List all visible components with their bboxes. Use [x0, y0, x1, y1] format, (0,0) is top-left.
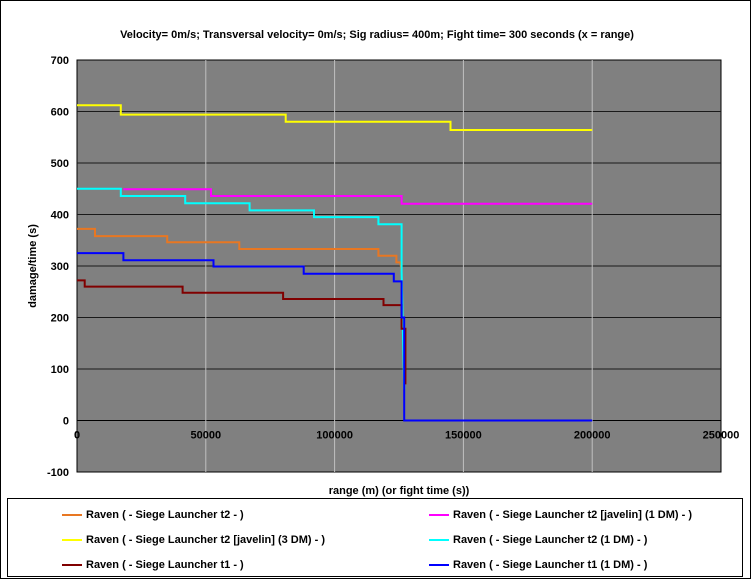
series-line-4	[77, 279, 407, 385]
legend-swatch	[62, 514, 82, 516]
series-line-2	[77, 104, 593, 131]
y-tick-label: 500	[51, 158, 69, 170]
chart-title: Velocity= 0m/s; Transversal velocity= 0m…	[120, 29, 634, 41]
x-tick-label: 50000	[191, 430, 222, 442]
x-tick-label: 100000	[316, 430, 353, 442]
legend-item: Raven ( - Siege Launcher t2 - )	[62, 507, 244, 523]
series-line-0	[77, 227, 403, 272]
y-tick-label: -100	[47, 467, 69, 479]
axes-layer: -100 0 100 200 300 400 500 600 700 0 50000 100000 15…	[47, 55, 739, 479]
y-tick-label: 700	[51, 55, 69, 67]
x-tick-label: 150000	[445, 430, 482, 442]
series-line-5	[77, 252, 593, 422]
y-tick-label: 0	[63, 416, 69, 428]
plot-area	[76, 59, 722, 473]
series-line-3	[77, 187, 406, 390]
x-axis-label: range (m) (or fight time (s))	[329, 485, 470, 497]
y-tick-label: 100	[51, 364, 69, 376]
legend-item: Raven ( - Siege Launcher t2 [javelin] (1…	[429, 507, 692, 523]
y-tick-label: 300	[51, 261, 69, 273]
legend-label: Raven ( - Siege Launcher t2 [javelin] (3…	[86, 534, 325, 546]
y-tick-label: 400	[51, 210, 69, 222]
y-axis-label: damage/time (s)	[27, 224, 39, 308]
legend-swatch	[429, 514, 449, 516]
legend-label: Raven ( - Siege Launcher t1 - )	[86, 559, 244, 571]
x-tick-label: 250000	[703, 430, 740, 442]
legend-swatch	[62, 564, 82, 566]
legend-label: Raven ( - Siege Launcher t1 (1 DM) - )	[453, 559, 648, 571]
y-tick-label: 200	[51, 313, 69, 325]
y-tick-label: 600	[51, 107, 69, 119]
legend: Raven ( - Siege Launcher t2 - ) Raven ( …	[7, 498, 743, 577]
x-tick-label: 200000	[574, 430, 611, 442]
legend-item: Raven ( - Siege Launcher t2 (1 DM) - )	[429, 532, 647, 548]
legend-label: Raven ( - Siege Launcher t2 - )	[86, 509, 244, 521]
series-line-1	[123, 188, 593, 205]
series-layer	[77, 104, 593, 422]
legend-swatch	[429, 539, 449, 541]
x-tick-label: 0	[74, 430, 80, 442]
legend-item: Raven ( - Siege Launcher t2 [javelin] (3…	[62, 532, 325, 548]
legend-label: Raven ( - Siege Launcher t2 (1 DM) - )	[453, 534, 648, 546]
legend-item: Raven ( - Siege Launcher t1 - )	[62, 557, 244, 573]
legend-swatch	[62, 539, 82, 541]
legend-swatch	[429, 564, 449, 566]
legend-item: Raven ( - Siege Launcher t1 (1 DM) - )	[429, 557, 647, 573]
legend-label: Raven ( - Siege Launcher t2 [javelin] (1…	[453, 509, 692, 521]
